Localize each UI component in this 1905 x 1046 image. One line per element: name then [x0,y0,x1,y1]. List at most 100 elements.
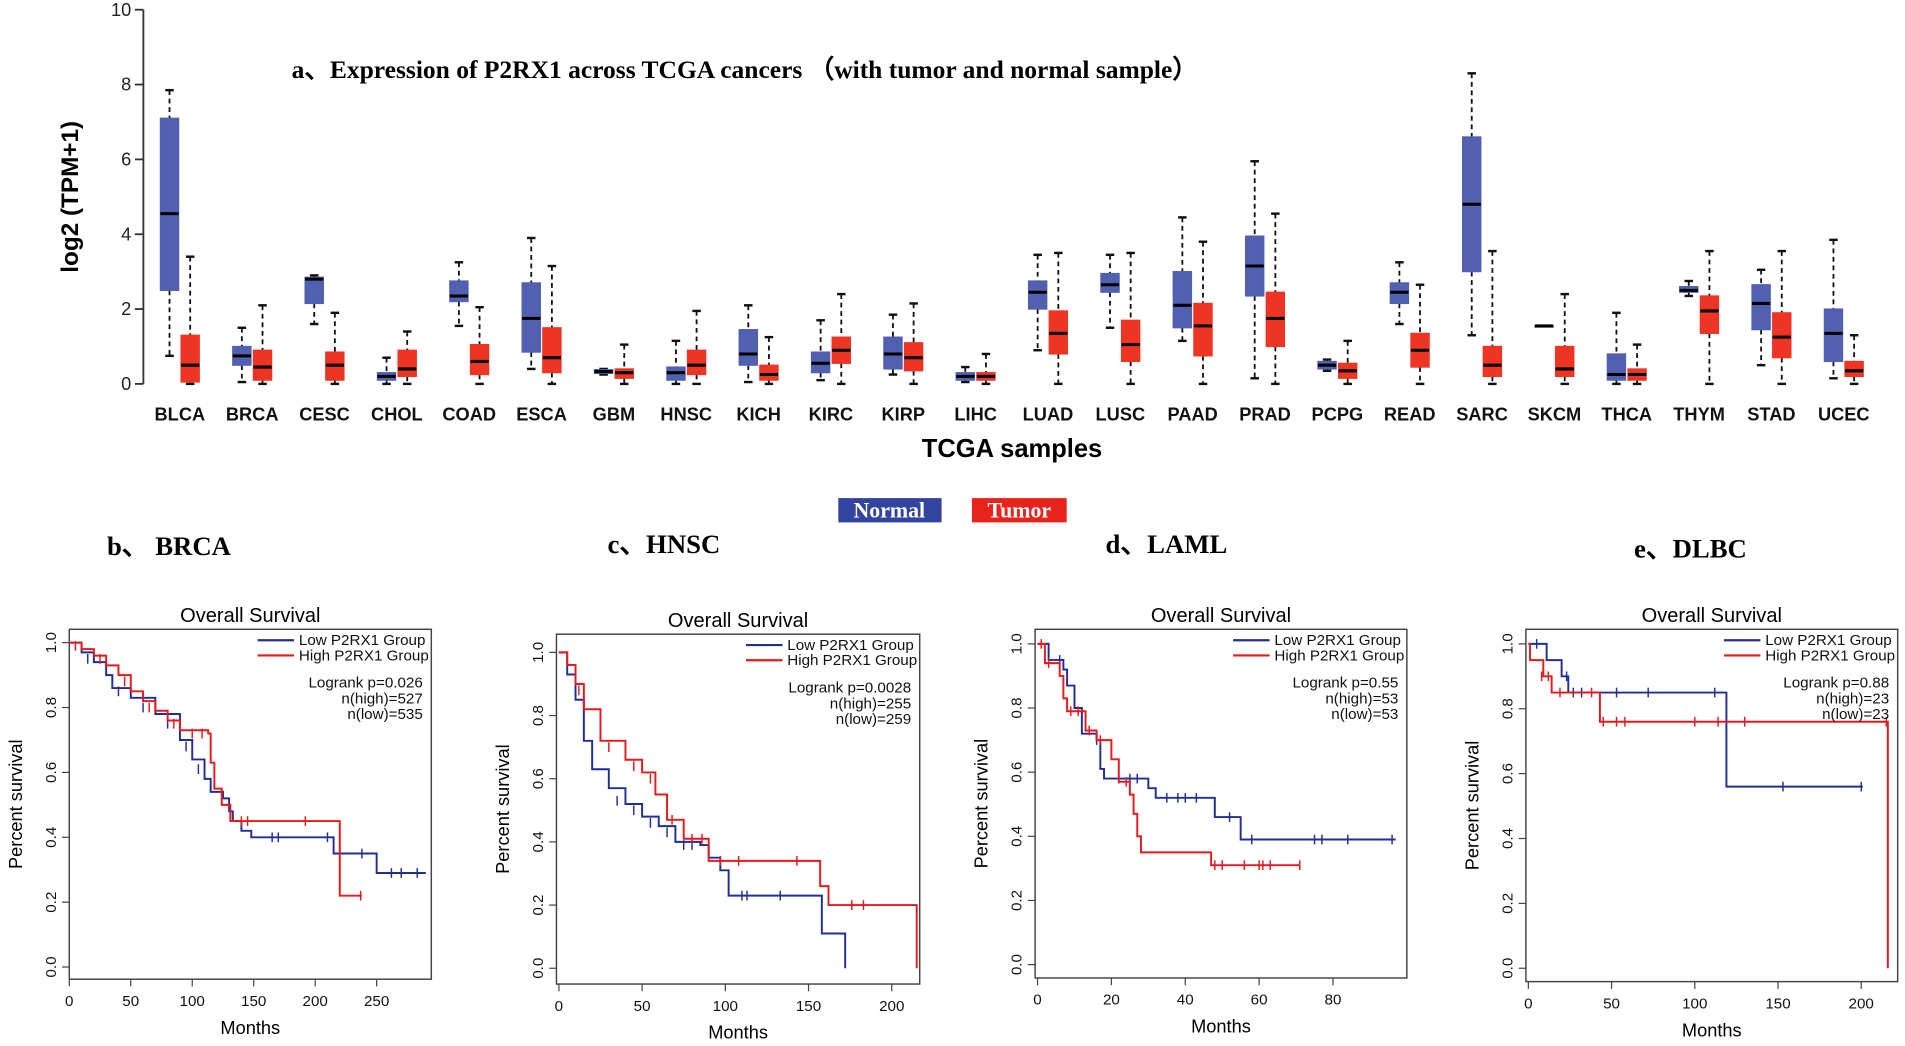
box-tumor [252,304,273,386]
x-tick-label: 200 [1849,995,1874,1012]
box-normal [521,236,541,371]
box-tumor [542,264,562,386]
box-normal [1100,253,1120,329]
stat-annotation: Logrank p=0.0028 [788,679,911,696]
x-tick-label: 50 [1603,995,1620,1012]
y-tick-label: 0.0 [530,958,547,979]
y-tick-label: 1.0 [43,632,60,653]
box-normal [666,339,686,386]
survival-curve-high [1037,642,1300,867]
y-tick-label: 10 [111,0,131,20]
box-normal [1462,72,1482,337]
box-normal [738,304,758,384]
survival-curve-low [1037,642,1396,841]
box-normal [1679,279,1699,298]
box-tumor [1555,292,1575,386]
box-iqr [252,349,273,381]
box-tumor [1048,251,1069,386]
box-tumor [469,305,490,386]
box-iqr [1555,345,1575,378]
category-label: COAD [442,404,496,424]
stat-annotation: Logrank p=0.55 [1292,675,1398,692]
box-tumor [397,330,417,386]
box-iqr [449,280,469,303]
box-tumor [1482,249,1503,386]
y-tick-label: 0.6 [43,762,60,783]
stat-annotation: n(high)=527 [341,690,422,707]
y-tick-label: 0.4 [43,827,60,848]
legend-label-normal: Normal [854,499,926,523]
box-normal [449,261,469,328]
category-label: SKCM [1528,404,1582,424]
x-tick-label: 150 [241,993,266,1010]
category-label: KIRC [809,404,854,424]
y-tick-label: 1.0 [530,642,547,663]
category-label: KIRP [882,404,926,424]
box-normal [1317,358,1337,373]
box-iqr [1699,295,1720,334]
category-label: CHOL [371,404,423,424]
legend-label-tumor: Tumor [988,499,1052,523]
box-iqr [1606,353,1627,381]
y-tick-label: 4 [121,224,131,244]
survival-curve-low [1528,642,1863,788]
box-normal [159,88,180,358]
stat-annotation: n(low)=53 [1331,706,1398,723]
x-axis-label: Months [708,1023,768,1043]
category-label: THCA [1601,404,1652,424]
stat-annotation: n(low)=259 [836,711,911,728]
box-normal [1027,253,1048,352]
box-tumor [1337,339,1358,386]
box-iqr [542,327,562,374]
x-tick-label: 150 [796,998,821,1015]
category-label: BRCA [226,404,279,424]
x-tick-label: 50 [122,993,139,1010]
box-iqr [1193,302,1213,357]
y-tick-label: 0.8 [1500,698,1517,719]
box-normal [232,326,252,384]
y-tick-label: 0.0 [43,956,60,977]
box-iqr [469,344,490,376]
panel-title: Overall Survival [180,605,320,627]
category-label: HNSC [660,404,712,424]
panel-label: e、DLBC [1634,534,1747,564]
category-label: PRAD [1239,404,1291,424]
x-tick-label: 20 [1103,992,1120,1009]
y-tick-label: 1.0 [1009,633,1026,654]
box-iqr [1772,312,1792,359]
stat-annotation: n(high)=53 [1325,690,1398,707]
survival-curve-low [558,651,847,969]
x-tick-label: 100 [180,993,205,1010]
x-axis-label: TCGA samples [922,435,1102,463]
box-normal [810,319,831,382]
panel-title: Overall Survival [1642,605,1782,627]
box-tumor [831,292,851,386]
stat-annotation: Logrank p=0.88 [1783,675,1889,692]
category-label: LUAD [1023,404,1074,424]
plot-frame [68,628,433,980]
x-tick-label: 60 [1251,992,1268,1009]
category-label: THYM [1673,404,1725,424]
boxplot-panel: a、Expression of P2RX1 across TCGA cancer… [57,0,1870,523]
y-tick-label: 0.0 [1500,958,1517,979]
legend-label: Low P2RX1 Group [299,632,426,649]
y-axis-label: Percent survival [972,739,992,869]
boxplot-title: a、Expression of P2RX1 across TCGA cancer… [292,55,1198,84]
category-label: ESCA [516,404,567,424]
box-iqr [304,276,324,305]
x-tick-label: 150 [1765,995,1790,1012]
legend-label: High P2RX1 Group [1765,647,1895,664]
survival-panel-dlbc: e、DLBC Overall Survival 0.0 0.2 0.4 0.6 0.8 1.0… [1463,534,1899,1040]
category-label: PAAD [1168,404,1218,424]
box-iqr [1482,345,1503,378]
x-tick-label: 0 [1033,992,1041,1009]
x-tick-label: 40 [1177,992,1194,1009]
box-normal [1823,238,1844,380]
x-axis-label: Months [220,1018,280,1038]
survival-panel-hnsc: c、HNSC Overall Survival 0.0 0.2 0.4 0.6 0.8 1.0… [493,529,921,1043]
y-tick-label: 0.0 [1009,954,1026,975]
box-iqr [1120,319,1141,363]
box-iqr [686,349,707,376]
panel-title: Overall Survival [1151,605,1291,627]
panel-label: c、HNSC [607,529,720,559]
